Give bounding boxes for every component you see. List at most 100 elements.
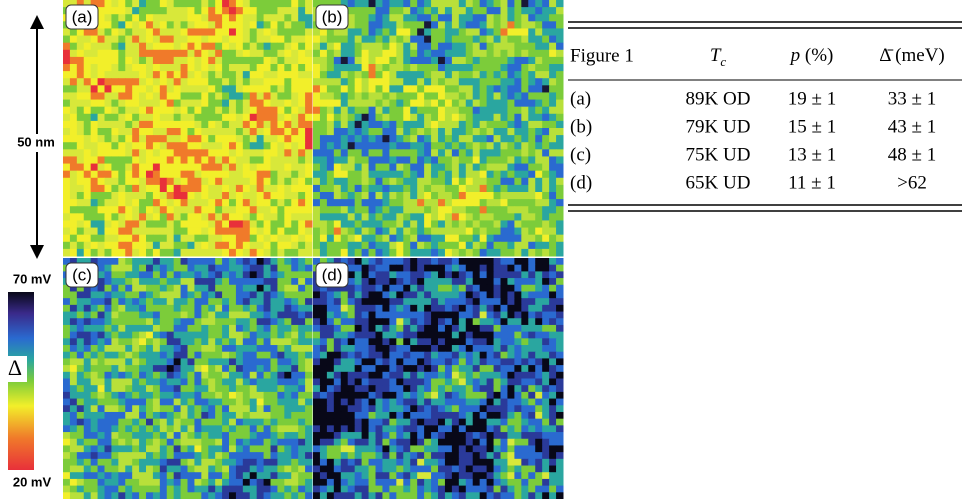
map-pixel bbox=[90, 405, 99, 413]
map-pixel bbox=[333, 298, 342, 306]
map-pixel bbox=[326, 405, 335, 413]
map-pixel bbox=[139, 156, 147, 165]
map-pixel bbox=[263, 106, 271, 115]
map-pixel bbox=[305, 485, 313, 493]
map-pixel bbox=[472, 14, 481, 22]
map-pixel bbox=[270, 478, 278, 487]
map-pixel bbox=[535, 385, 543, 393]
map-pixel bbox=[556, 278, 564, 286]
map-pixel bbox=[270, 258, 278, 266]
map-pixel bbox=[438, 120, 446, 129]
map-pixel bbox=[514, 106, 522, 115]
map-pixel bbox=[500, 192, 508, 200]
map-pixel bbox=[249, 278, 258, 286]
map-pixel bbox=[542, 452, 550, 460]
map-pixel bbox=[333, 227, 342, 236]
map-pixel bbox=[444, 378, 453, 386]
map-pixel bbox=[152, 142, 161, 150]
map-pixel bbox=[229, 271, 237, 279]
map-pixel bbox=[479, 78, 488, 86]
map-pixel bbox=[104, 445, 112, 453]
map-pixel bbox=[319, 324, 328, 333]
map-pixel bbox=[270, 271, 278, 279]
map-pixel bbox=[347, 405, 356, 413]
map-pixel bbox=[97, 432, 105, 440]
map-pixel bbox=[451, 142, 460, 150]
map-pixel bbox=[410, 425, 418, 433]
map-pixel bbox=[291, 391, 299, 400]
map-pixel bbox=[83, 445, 92, 453]
map-pixel bbox=[277, 358, 285, 366]
map-pixel bbox=[465, 264, 474, 272]
map-pixel bbox=[270, 338, 278, 346]
map-pixel bbox=[69, 492, 78, 499]
map-pixel bbox=[396, 234, 404, 243]
map-pixel bbox=[111, 106, 119, 115]
map-pixel bbox=[69, 142, 78, 150]
map-pixel bbox=[146, 113, 154, 122]
map-pixel bbox=[63, 411, 71, 420]
map-pixel bbox=[444, 213, 453, 221]
map-pixel bbox=[146, 135, 154, 143]
map-pixel bbox=[83, 391, 92, 400]
map-pixel bbox=[118, 199, 126, 207]
map-pixel bbox=[500, 35, 508, 44]
map-pixel bbox=[208, 0, 216, 8]
map-pixel bbox=[208, 234, 216, 243]
map-pixel bbox=[187, 472, 195, 480]
map-pixel bbox=[542, 163, 550, 172]
map-pixel bbox=[389, 206, 397, 214]
map-pixel bbox=[249, 177, 258, 186]
map-pixel bbox=[104, 358, 112, 366]
map-pixel bbox=[340, 298, 349, 306]
map-pixel bbox=[83, 0, 92, 8]
map-pixel bbox=[173, 284, 182, 292]
map-pixel bbox=[479, 206, 488, 214]
map-pixel bbox=[166, 358, 175, 366]
map-pixel bbox=[104, 291, 112, 299]
map-pixel bbox=[347, 234, 356, 243]
map-pixel bbox=[507, 0, 515, 8]
map-pixel bbox=[208, 241, 216, 250]
map-pixel bbox=[111, 398, 119, 406]
map-pixel bbox=[403, 324, 411, 333]
map-pixel bbox=[291, 35, 299, 44]
map-pixel bbox=[208, 14, 216, 22]
map-pixel bbox=[270, 241, 278, 250]
map-pixel bbox=[201, 213, 209, 221]
map-pixel bbox=[132, 92, 140, 101]
map-pixel bbox=[208, 156, 216, 165]
map-pixel bbox=[354, 156, 363, 165]
map-pixel bbox=[270, 331, 278, 339]
map-pixel bbox=[242, 405, 251, 413]
map-pixel bbox=[208, 465, 216, 473]
map-pixel bbox=[132, 213, 140, 221]
map-pixel bbox=[201, 338, 209, 346]
map-pixel bbox=[444, 445, 453, 453]
map-pixel bbox=[486, 163, 495, 172]
map-pixel bbox=[291, 438, 299, 446]
map-pixel bbox=[90, 199, 99, 207]
map-pixel bbox=[180, 64, 188, 72]
map-pixel bbox=[333, 213, 342, 221]
map-pixel bbox=[235, 485, 244, 493]
map-pixel bbox=[458, 128, 467, 136]
map-pixel bbox=[63, 56, 71, 65]
map-pixel bbox=[361, 42, 370, 51]
map-pixel bbox=[270, 234, 278, 243]
map-pixel bbox=[139, 391, 147, 400]
map-pixel bbox=[389, 241, 397, 250]
map-pixel bbox=[277, 478, 285, 487]
map-pixel bbox=[139, 445, 147, 453]
map-pixel bbox=[111, 385, 119, 393]
map-pixel bbox=[152, 56, 161, 65]
map-pixel bbox=[277, 184, 285, 193]
map-pixel bbox=[417, 351, 425, 359]
map-pixel bbox=[63, 192, 71, 200]
map-pixel bbox=[305, 311, 313, 319]
map-pixel bbox=[472, 358, 481, 366]
map-pixel bbox=[125, 213, 133, 221]
map-pixel bbox=[556, 378, 564, 386]
map-pixel bbox=[410, 106, 418, 115]
map-pixel bbox=[139, 358, 147, 366]
